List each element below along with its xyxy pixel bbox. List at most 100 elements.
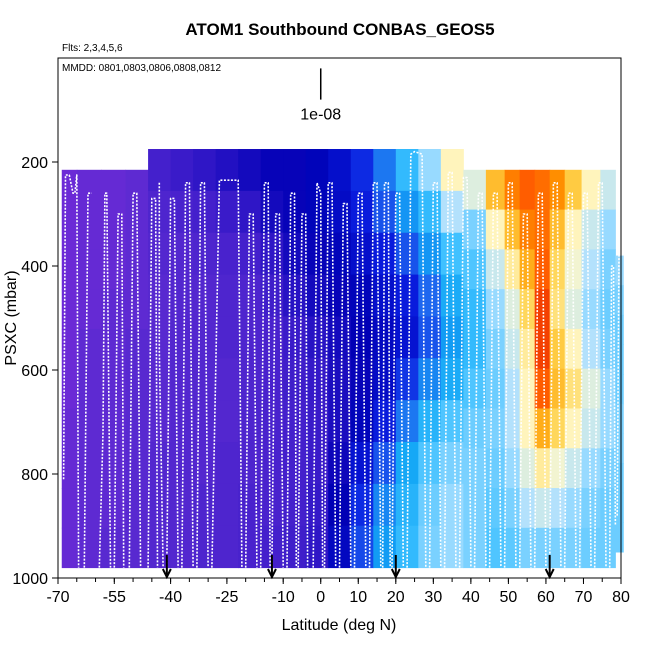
heatmap-cell: [463, 169, 487, 211]
heatmap-cell: [283, 442, 307, 485]
heatmap-cell: [305, 190, 329, 234]
heatmap-cell: [76, 408, 102, 449]
heatmap-cell: [534, 328, 551, 370]
heatmap-cell: [193, 274, 217, 317]
heatmap-cell: [519, 209, 536, 250]
heatmap-cell: [260, 149, 284, 192]
heatmap-cell: [170, 274, 194, 317]
heatmap-cell: [101, 408, 127, 449]
heatmap-cell: [395, 316, 419, 359]
heatmap-cell: [534, 448, 551, 489]
flight-profile-line: [563, 192, 577, 568]
heatmap-cell: [485, 527, 506, 569]
flight-profile-line: [62, 174, 80, 568]
heatmap-cell: [581, 488, 601, 529]
flight-profile-line: [147, 197, 159, 568]
heatmap-cell: [534, 527, 551, 569]
flight-profile-line: [608, 265, 617, 568]
heatmap-cell: [564, 408, 583, 449]
heatmap-cell: [283, 525, 307, 569]
heatmap-cell: [395, 149, 419, 192]
heatmap-cell: [260, 525, 284, 569]
heatmap-cell: [504, 408, 521, 449]
x-tick-label: 60: [537, 589, 555, 606]
flight-profile-line: [271, 213, 284, 568]
x-tick-label: 0: [316, 589, 325, 606]
heatmap-cell: [350, 442, 374, 485]
heatmap-cell: [101, 328, 127, 370]
heatmap-cell: [328, 149, 352, 192]
heatmap-cell: [305, 358, 329, 401]
heatmap-cell: [581, 169, 601, 211]
heatmap-cell: [600, 448, 616, 489]
heatmap-cell: [305, 316, 329, 359]
heatmap-cell: [215, 442, 239, 485]
flight-profile-line: [353, 192, 367, 568]
heatmap-cell: [215, 274, 239, 317]
heatmap-cell: [170, 232, 194, 276]
heatmap-cell: [581, 408, 601, 449]
heatmap-cell: [283, 149, 307, 192]
heatmap-cell: [395, 525, 419, 569]
heatmap-cell: [125, 289, 149, 330]
heatmap-cell: [61, 328, 78, 370]
flight-profile-line: [406, 150, 427, 568]
flight-profile-line: [259, 182, 271, 568]
heatmap-cell: [418, 149, 442, 192]
heatmap-cell: [600, 488, 616, 529]
flight-profile-line: [381, 182, 392, 568]
y-axis-label: PSXC (mbar): [3, 270, 20, 365]
profile-marker-arrow: [544, 568, 555, 580]
heatmap-cell: [193, 483, 217, 527]
profile-base-markers: [161, 555, 555, 580]
heatmap-cell: [418, 232, 442, 276]
heatmap-cell: [305, 442, 329, 485]
heatmap-cell: [328, 232, 352, 276]
heatmap-cell: [615, 522, 624, 553]
x-tick-label: -70: [46, 589, 69, 606]
flight-profile-line: [443, 171, 457, 568]
heatmap-cell: [193, 316, 217, 359]
heatmap-cell: [215, 316, 239, 359]
heatmap-cell: [463, 488, 487, 529]
heatmap-cell: [61, 289, 78, 330]
heatmap-cell: [534, 488, 551, 529]
heatmap-cell: [564, 368, 583, 409]
x-tick-label: -55: [103, 589, 126, 606]
flight-profile-line: [458, 176, 472, 568]
heatmap-cell: [485, 368, 506, 409]
x-tick-label: 40: [462, 589, 480, 606]
heatmap-cell: [125, 448, 149, 489]
heatmap-cell: [440, 274, 464, 317]
heatmap-cell: [615, 492, 624, 523]
heatmap-cell: [350, 316, 374, 359]
heatmap-cell: [519, 448, 536, 489]
heatmap-cell: [534, 289, 551, 330]
profile-marker-arrow: [161, 568, 172, 580]
heatmap-cell: [260, 232, 284, 276]
heatmap-cell: [283, 483, 307, 527]
heatmap-cell: [125, 408, 149, 449]
x-tick-label: -10: [272, 589, 295, 606]
heatmap-cell: [170, 190, 194, 234]
heatmap-cell: [328, 483, 352, 527]
y-tick-label: 400: [21, 259, 48, 276]
heatmap-cell: [238, 400, 262, 443]
profile-marker-arrow: [267, 568, 277, 580]
x-tick-label: 50: [500, 589, 518, 606]
heatmap-cell: [519, 169, 536, 211]
heatmap-cell: [76, 169, 102, 211]
heatmap-cell: [534, 368, 551, 409]
heatmap-cell: [305, 274, 329, 317]
chart-title: ATOM1 Southbound CONBAS_GEOS5: [185, 20, 494, 39]
heatmap-cell: [328, 274, 352, 317]
y-axis: 1000 800 600 400 200: [12, 155, 58, 588]
heatmap-cell: [193, 525, 217, 569]
heatmap-cell: [485, 448, 506, 489]
heatmap-cell: [519, 527, 536, 569]
heatmap-cell: [238, 358, 262, 401]
heatmap-cell: [238, 525, 262, 569]
heatmap-cell: [350, 149, 374, 192]
x-tick-label: 80: [612, 589, 630, 606]
heatmap-cell: [61, 249, 78, 290]
